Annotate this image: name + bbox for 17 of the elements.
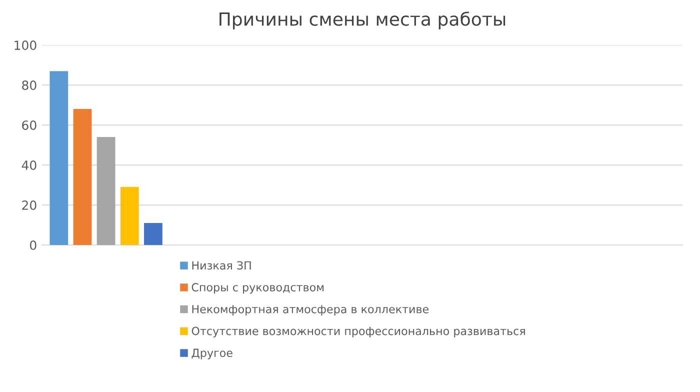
legend-label: Отсутствие возможности профессионально развиваться (192, 326, 525, 338)
bar (96, 137, 116, 245)
y-tick-label: 0 (30, 240, 36, 250)
bar (144, 223, 162, 245)
y-tick-label: 20 (22, 200, 36, 210)
bar (120, 187, 139, 245)
legend-label: Другое (192, 348, 232, 360)
y-tick-label: 40 (22, 160, 36, 170)
legend-label: Низкая ЗП (192, 261, 251, 270)
y-tick-label: 60 (22, 120, 36, 130)
y-tick-label: 80 (22, 80, 36, 90)
bar (73, 109, 92, 245)
chart-title: Причины смены места работы (220, 12, 506, 30)
legend-label: Споры с руководством (192, 283, 324, 294)
y-tick-label: 100 (14, 40, 36, 50)
bar (50, 71, 68, 245)
legend-label: Некомфортная атмосфера в коллективе (192, 305, 429, 316)
